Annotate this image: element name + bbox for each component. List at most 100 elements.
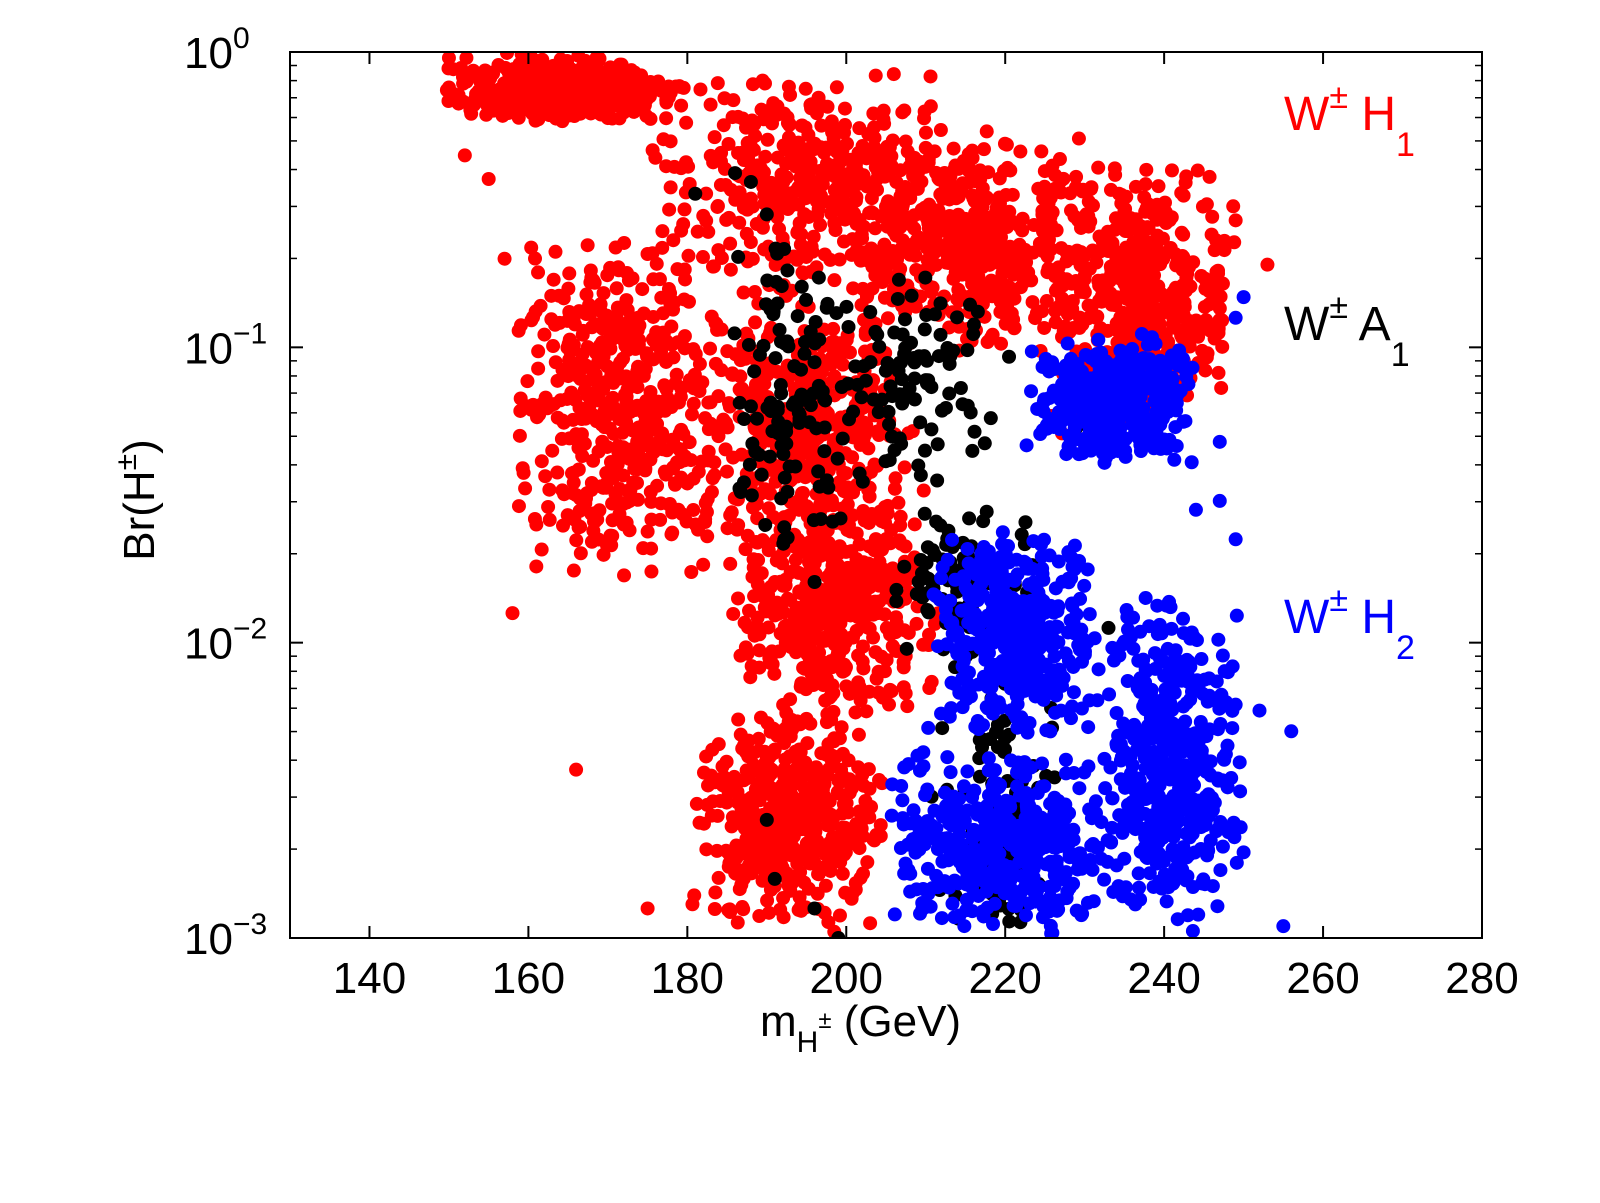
- data-point: [772, 221, 787, 236]
- data-point: [824, 688, 839, 703]
- data-point: [528, 304, 543, 319]
- data-point: [776, 891, 791, 906]
- data-point: [638, 461, 653, 476]
- data-point: [866, 106, 881, 121]
- data-point: [922, 681, 937, 696]
- data-point: [711, 429, 726, 444]
- data-point: [1071, 131, 1086, 146]
- data-point: [1132, 880, 1147, 895]
- data-point: [572, 400, 587, 415]
- data-point: [891, 495, 906, 510]
- data-point: [548, 317, 563, 332]
- data-point: [649, 337, 664, 352]
- data-point: [1117, 276, 1132, 291]
- data-point: [575, 448, 590, 463]
- data-point: [813, 140, 828, 155]
- data-point: [965, 188, 980, 203]
- data-point: [841, 376, 856, 391]
- data-point: [640, 901, 655, 916]
- data-point: [1200, 346, 1215, 361]
- data-point: [668, 477, 683, 492]
- data-point: [1164, 163, 1179, 178]
- data-point: [1151, 179, 1166, 194]
- data-point: [659, 354, 674, 369]
- data-point: [721, 859, 736, 874]
- data-point: [569, 533, 584, 548]
- data-point: [933, 327, 948, 342]
- data-point: [985, 327, 1000, 342]
- data-point: [537, 327, 552, 342]
- data-point: [728, 166, 743, 181]
- data-point: [1056, 324, 1071, 339]
- data-point: [826, 498, 841, 513]
- data-point: [934, 911, 949, 926]
- data-point: [1081, 194, 1096, 209]
- data-point: [1108, 167, 1123, 182]
- data-point: [1104, 820, 1119, 835]
- data-point: [836, 465, 851, 480]
- data-point: [811, 867, 826, 882]
- data-point: [659, 382, 674, 397]
- data-point: [942, 356, 957, 371]
- data-point: [720, 521, 735, 536]
- data-point: [822, 794, 837, 809]
- data-point: [917, 322, 932, 337]
- data-point: [848, 423, 863, 438]
- data-point: [1205, 209, 1220, 224]
- data-point: [701, 453, 716, 468]
- data-point: [983, 411, 998, 426]
- data-point: [795, 485, 810, 500]
- data-point: [791, 821, 806, 836]
- data-point: [872, 256, 887, 271]
- data-point: [814, 547, 829, 562]
- data-point: [1172, 343, 1187, 358]
- data-point: [666, 461, 681, 476]
- data-point: [619, 266, 634, 281]
- data-point: [923, 69, 938, 84]
- data-point: [626, 88, 641, 103]
- data-point: [791, 135, 806, 150]
- data-point: [622, 451, 637, 466]
- data-point: [909, 616, 924, 631]
- data-point: [723, 556, 738, 571]
- data-point: [888, 471, 903, 486]
- data-point: [1190, 163, 1205, 178]
- data-point: [1166, 284, 1181, 299]
- data-point: [991, 239, 1006, 254]
- data-point: [561, 337, 576, 352]
- data-point: [822, 610, 837, 625]
- data-point: [745, 77, 760, 92]
- data-point: [531, 361, 546, 376]
- data-point: [726, 606, 741, 621]
- data-point: [860, 177, 875, 192]
- data-point: [995, 266, 1010, 281]
- data-point: [663, 134, 678, 149]
- data-point: [645, 422, 660, 437]
- data-point: [887, 325, 902, 340]
- data-point: [1097, 872, 1112, 887]
- data-point: [792, 181, 807, 196]
- data-point: [777, 520, 792, 535]
- data-point: [918, 270, 933, 285]
- data-point: [1128, 179, 1143, 194]
- data-point: [752, 643, 767, 658]
- data-point: [900, 144, 915, 159]
- data-point: [626, 377, 641, 392]
- data-point: [794, 362, 809, 377]
- data-point: [1176, 227, 1191, 242]
- data-point: [637, 98, 652, 113]
- data-point: [1028, 311, 1043, 326]
- data-point: [761, 620, 776, 635]
- data-point: [894, 436, 909, 451]
- data-point: [885, 561, 900, 576]
- data-point: [839, 299, 854, 314]
- data-point: [868, 645, 883, 660]
- data-point: [502, 86, 517, 101]
- data-point: [897, 460, 912, 475]
- data-point: [783, 144, 798, 159]
- data-point: [918, 373, 933, 388]
- data-point: [674, 381, 689, 396]
- data-point: [757, 196, 772, 211]
- data-point: [666, 302, 681, 317]
